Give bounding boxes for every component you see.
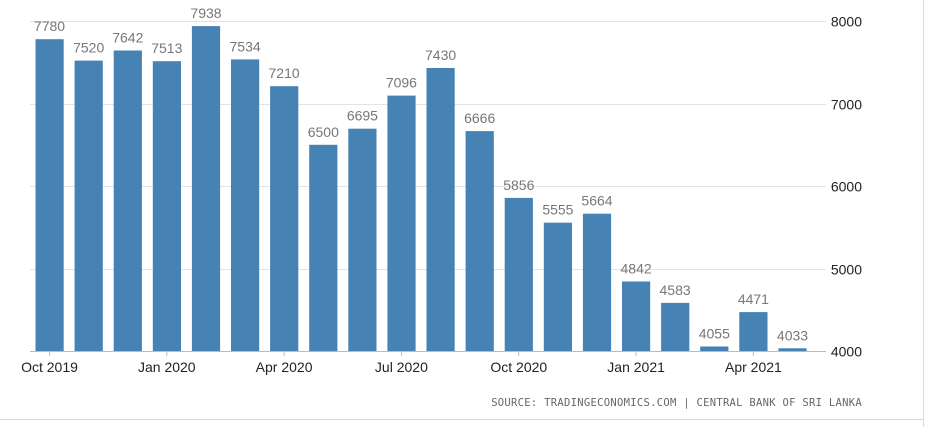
bar-value-label: 7780 [34,18,65,34]
bar-value-label: 7520 [73,40,104,56]
bar [504,197,533,351]
bar [661,302,690,351]
bar [348,128,377,351]
value-labels: 7780 7520 7642 7513 7938 7534 7210 6500 6695 7096… [34,5,808,343]
bar [465,131,494,351]
y-tick-label: 4000 [831,344,862,360]
bar [739,312,768,351]
bar [622,281,651,351]
x-tick-label: Apr 2020 [256,359,313,375]
bar [426,68,455,351]
x-tick-label: Jan 2021 [607,359,665,375]
bar-value-label: 7642 [112,30,143,46]
y-axis-ticks: 4000 5000 6000 7000 8000 [831,14,862,360]
bar [309,144,338,352]
bar-value-label: 6666 [464,110,495,126]
source-attribution: SOURCE: TRADINGECONOMICS.COM | CENTRAL B… [491,397,862,409]
y-tick-label: 7000 [831,97,862,113]
bar [74,60,103,351]
bar [270,86,299,351]
bar [778,348,807,351]
x-tick-label: Jan 2020 [138,359,196,375]
bar-value-label: 5856 [503,177,534,193]
bar-value-label: 4055 [699,326,730,342]
bar-value-label: 5555 [542,202,573,218]
bar-value-label: 7938 [190,5,221,21]
bar-value-label: 7430 [425,47,456,63]
bars [35,26,807,352]
bar-value-label: 4033 [777,327,808,343]
bar [700,346,729,351]
bar [387,95,416,351]
bar [191,26,221,351]
bar [582,213,612,351]
bar-value-label: 7534 [230,38,261,54]
bar-value-label: 7096 [386,75,417,91]
bar-value-label: 4583 [660,282,691,298]
y-tick-label: 6000 [831,179,862,195]
bar [113,50,142,351]
y-tick-label: 5000 [831,262,862,278]
bar-value-label: 7210 [269,65,300,81]
x-tick-label: Oct 2020 [490,359,547,375]
y-tick-label: 8000 [831,14,862,30]
bar-value-label: 7513 [151,40,182,56]
frame-bottom-border [0,419,923,420]
frame-right-border [923,0,924,427]
bar [35,39,64,351]
bar-value-label: 4471 [738,291,769,307]
bar-value-label: 4842 [621,261,652,277]
bar [543,222,572,351]
bar [231,59,260,352]
x-tick-label: Oct 2019 [21,359,78,375]
bar-value-label: 6500 [308,124,339,140]
x-tick-label: Apr 2021 [725,359,782,375]
bar-value-label: 6695 [347,108,378,124]
x-tick-label: Jul 2020 [375,359,428,375]
x-axis-ticks: Oct 2019 Jan 2020 Apr 2020 Jul 2020 Oct 2020… [21,351,782,375]
bar [152,61,181,351]
bar-value-label: 5664 [581,193,612,209]
